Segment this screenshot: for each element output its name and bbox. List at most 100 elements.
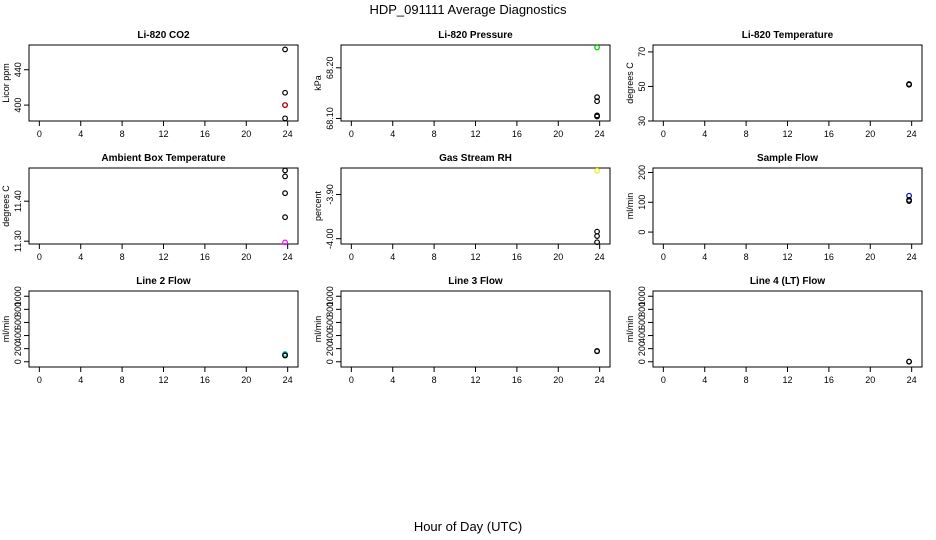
x-tick-label: 20: [241, 375, 251, 385]
data-point: [282, 352, 288, 359]
y-tick-label: 100: [637, 195, 647, 210]
x-tick-label: 0: [661, 375, 666, 385]
x-tick-label: 20: [865, 252, 875, 262]
y-axis-label: ml/min: [1, 316, 11, 343]
y-tick-label: 1000: [637, 286, 647, 306]
y-tick-label: 50: [637, 81, 647, 91]
y-axis-label: percent: [313, 190, 323, 221]
y-tick-label: 400: [13, 98, 23, 113]
x-tick-label: 0: [661, 252, 666, 262]
panel-title: Sample Flow: [757, 153, 818, 164]
x-tick-label: 24: [595, 252, 605, 262]
y-tick-label: 0: [13, 359, 23, 364]
data-point: [594, 239, 600, 246]
y-axis-label: ml/min: [625, 193, 635, 220]
y-axis-label: degrees C: [625, 62, 635, 104]
y-tick-label: 0: [637, 230, 647, 235]
plot-frame: [340, 167, 611, 245]
panel-title: Ambient Box Temperature: [101, 153, 226, 164]
data-point: [906, 198, 912, 204]
data-point: [594, 233, 600, 239]
y-tick-label: 68.10: [325, 107, 335, 130]
x-tick-label: 12: [158, 129, 168, 139]
x-tick-label: 4: [702, 375, 707, 385]
x-tick-label: 12: [782, 252, 792, 262]
y-tick-label: 200: [13, 341, 23, 356]
x-tick-label: 8: [120, 129, 125, 139]
y-axis-label: ml/min: [625, 316, 635, 343]
data-point: [282, 239, 288, 246]
x-tick-label: 24: [907, 129, 917, 139]
y-tick-label: 68.20: [325, 57, 335, 80]
panel-title: Gas Stream RH: [439, 153, 512, 164]
x-tick-label: 16: [824, 129, 834, 139]
x-tick-label: 8: [120, 252, 125, 262]
plot-frame: [28, 290, 299, 368]
data-point: [282, 89, 288, 96]
y-tick-label: 600: [13, 315, 23, 330]
y-tick-label: 30: [637, 116, 647, 126]
x-tick-label: 16: [200, 252, 210, 262]
x-tick-label: 20: [553, 129, 563, 139]
data-point: [282, 214, 288, 221]
x-tick-label: 4: [78, 129, 83, 139]
y-tick-label: -4.00: [325, 228, 335, 249]
data-point: [594, 167, 600, 174]
panel-title: Li-820 Pressure: [438, 30, 513, 41]
y-tick-label: 200: [637, 165, 647, 180]
data-point: [282, 173, 288, 180]
plot-frame: [340, 44, 611, 122]
x-tick-label: 4: [390, 129, 395, 139]
x-tick-label: 0: [349, 129, 354, 139]
plot-frame: [340, 290, 611, 368]
panel-9: Line 4 (LT) Flow 0 4 8 12 16 20 24 0 200400600800…: [625, 276, 923, 385]
x-tick-label: 16: [200, 129, 210, 139]
x-tick-label: 24: [283, 129, 293, 139]
y-tick-label: 800: [637, 302, 647, 317]
y-tick-label: 1000: [13, 286, 23, 306]
data-point: [594, 113, 600, 120]
x-tick-label: 20: [553, 252, 563, 262]
x-tick-label: 4: [702, 129, 707, 139]
y-tick-label: 200: [325, 341, 335, 356]
x-tick-label: 0: [349, 375, 354, 385]
panel-title: Li-820 Temperature: [742, 30, 834, 41]
y-tick-label: -3.90: [325, 184, 335, 205]
x-tick-label: 0: [37, 375, 42, 385]
x-tick-label: 8: [120, 375, 125, 385]
x-tick-label: 8: [744, 129, 749, 139]
x-tick-label: 20: [553, 375, 563, 385]
panel-title: Line 2 Flow: [136, 276, 191, 287]
panel-title: Line 3 Flow: [448, 276, 503, 287]
y-tick-label: 0: [325, 359, 335, 364]
x-tick-label: 4: [78, 252, 83, 262]
data-point: [594, 98, 600, 105]
x-tick-label: 24: [907, 252, 917, 262]
x-tick-label: 0: [37, 129, 42, 139]
y-tick-label: 1000: [325, 286, 335, 306]
data-point: [282, 190, 288, 197]
panel-4: Ambient Box Temperature 0 4 8 12 16 20 24 11.30 1…: [1, 153, 299, 262]
plot-frame: [652, 44, 923, 122]
panel-6: Sample Flow 0 4 8 12 16 20 24 0 100 200 ml/min: [625, 153, 923, 262]
x-tick-label: 12: [470, 375, 480, 385]
x-tick-label: 16: [824, 252, 834, 262]
panel-title: Line 4 (LT) Flow: [750, 276, 826, 287]
y-tick-label: 600: [637, 315, 647, 330]
x-tick-label: 24: [595, 375, 605, 385]
y-tick-label: 400: [325, 328, 335, 343]
plot-frame: [28, 44, 299, 122]
y-tick-label: 400: [13, 328, 23, 343]
x-tick-label: 4: [390, 252, 395, 262]
x-tick-label: 0: [37, 252, 42, 262]
x-tick-label: 12: [470, 252, 480, 262]
x-tick-label: 24: [283, 252, 293, 262]
x-tick-label: 12: [782, 129, 792, 139]
x-tick-label: 20: [241, 129, 251, 139]
data-point: [282, 115, 288, 122]
y-tick-label: 11.30: [13, 230, 23, 252]
data-point: [906, 358, 912, 365]
